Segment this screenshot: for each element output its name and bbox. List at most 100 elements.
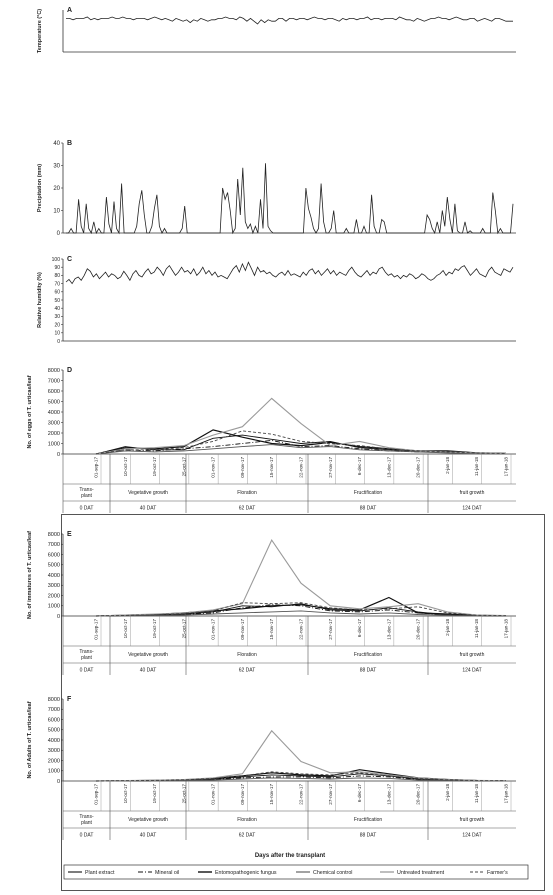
series-line-6 — [95, 602, 507, 617]
y-tick-label: 80 — [54, 273, 60, 279]
stage-label: Trans-plant — [79, 487, 94, 499]
date-tick-label: 11-jan-18 — [474, 457, 479, 477]
date-tick-label: 01-nov-17 — [211, 784, 216, 805]
date-tick-label: 17-jan-18 — [504, 457, 509, 477]
y-tick-label: 0 — [57, 339, 60, 345]
date-tick-label: 13-dec-17 — [386, 619, 391, 640]
panel-d: 0 1000 2000 3000 4000 5000 6000 7000 8000 D No. of… — [27, 367, 516, 513]
y-tick-label: 40 — [54, 306, 60, 312]
date-tick-label: 17-jan-18 — [504, 784, 509, 804]
date-tick-label: 01-nov-17 — [211, 457, 216, 478]
date-tick-label: 15-nov-17 — [269, 784, 274, 805]
panel-c: 0 10 20 30 40 50 60 70 80 90 100 C Relative humidity… — [37, 256, 516, 345]
legend-label: Mineral oil — [155, 870, 179, 876]
y-axis-label: Precipitation (mm) — [37, 164, 43, 212]
y-tick-label: 0 — [57, 779, 60, 785]
y-tick-label: 10 — [53, 208, 60, 214]
date-tick-label: 22-nov-17 — [299, 784, 304, 805]
y-tick-label: 30 — [54, 314, 60, 320]
y-tick-label: 1000 — [48, 769, 60, 775]
legend-box — [63, 864, 529, 880]
legend-label: Chemical control — [313, 870, 352, 876]
date-tick-label: 19-oct-17 — [152, 784, 157, 804]
y-tick-label: 6000 — [48, 552, 60, 558]
panel-e: 0 1000 2000 3000 4000 5000 6000 7000 8000 E No. of… — [27, 531, 516, 675]
date-tick-label: 2-jan-18 — [445, 784, 450, 801]
date-tick-label: 25-oct-17 — [181, 619, 186, 639]
date-tick-label: 10-oct-17 — [123, 619, 128, 639]
stage-label: Vegetative growth — [128, 652, 168, 658]
dat-label: 62 DAT — [239, 668, 256, 674]
dat-label: 62 DAT — [239, 833, 256, 839]
dat-label: 88 DAT — [360, 668, 377, 674]
legend-label: Plant extract — [85, 870, 115, 876]
date-tick-label: 11-jan-18 — [474, 784, 479, 804]
date-tick-label: 10-oct-17 — [123, 784, 128, 804]
y-tick-label: 2000 — [48, 758, 60, 764]
date-tick-label: 19-oct-17 — [152, 457, 157, 477]
stage-label: Floration — [237, 652, 257, 658]
y-tick-label: 4000 — [48, 573, 60, 579]
stage-label: fruit growth — [460, 490, 485, 496]
series-line — [66, 16, 513, 25]
series-line-4 — [95, 444, 507, 455]
y-axis-label: No. of Adults of T. urticae/leaf — [27, 701, 33, 778]
date-tick-label: 17-jan-18 — [504, 619, 509, 639]
y-tick-label: 7000 — [48, 542, 60, 548]
y-tick-label: 8000 — [48, 697, 60, 703]
series-line-6 — [95, 771, 507, 782]
stage-label: fruit growth — [460, 652, 485, 658]
stage-label: Trans-plant — [79, 649, 94, 661]
y-tick-label: 0 — [57, 231, 61, 237]
panel-label: E — [67, 531, 72, 538]
dat-label: 40 DAT — [140, 833, 157, 839]
date-tick-label: 27-nov-17 — [328, 619, 333, 640]
dat-label: 0 DAT — [80, 833, 94, 839]
legend-label: Farmer's — [487, 870, 508, 876]
stage-label: Floration — [237, 490, 257, 496]
series-line — [66, 163, 514, 235]
date-tick-label: 2-jan-18 — [445, 457, 450, 474]
date-tick-label: 01-nov-17 — [211, 619, 216, 640]
date-tick-label: 01-sep-17 — [94, 457, 99, 478]
date-tick-label: 13-dec-17 — [386, 457, 391, 478]
panel-label: F — [67, 696, 72, 703]
series-line-6 — [95, 430, 507, 455]
y-tick-label: 2000 — [48, 593, 60, 599]
date-tick-label: 25-oct-17 — [181, 784, 186, 804]
y-tick-label: 60 — [54, 290, 60, 296]
dat-label: 124 DAT — [462, 506, 481, 512]
date-tick-label: 09-nov-17 — [240, 457, 245, 478]
y-axis-label: Relative humidity (%) — [37, 272, 43, 328]
legend-label: Entomopathogenic fungus — [215, 870, 277, 876]
lower-panels-frame — [61, 514, 545, 891]
date-tick-label: 15-nov-17 — [269, 457, 274, 478]
dat-label: 124 DAT — [462, 833, 481, 839]
y-tick-label: 8000 — [48, 368, 60, 374]
dat-label: 0 DAT — [80, 506, 94, 512]
panel-f: 0 1000 2000 3000 4000 5000 6000 7000 8000 F No. of… — [27, 696, 516, 840]
legend: Plant extract Mineral oil Entomopathogenic… — [63, 864, 529, 880]
date-tick-label: 25-oct-17 — [181, 457, 186, 477]
date-tick-label: 27-nov-17 — [328, 457, 333, 478]
stage-label: fruit growth — [460, 817, 485, 823]
stage-label: Floration — [237, 817, 257, 823]
y-tick-label: 1000 — [48, 441, 60, 447]
y-tick-label: 20 — [54, 322, 60, 328]
y-tick-label: 3000 — [48, 420, 60, 426]
stage-table-e: 01-sep-17 10-oct-17 19-oct-17 25-oct-17 01-n… — [62, 616, 516, 675]
stage-label: Vegetative growth — [128, 490, 168, 496]
date-tick-label: 13-dec-17 — [386, 784, 391, 805]
y-tick-label: 20 — [53, 186, 60, 192]
date-tick-label: 09-nov-17 — [240, 784, 245, 805]
series-line-4 — [95, 610, 507, 617]
y-tick-label: 100 — [52, 257, 61, 263]
y-tick-label: 6000 — [48, 389, 60, 395]
date-tick-label: 11-jan-18 — [474, 619, 479, 639]
y-tick-label: 0 — [57, 614, 60, 620]
panel-label: C — [67, 256, 72, 263]
y-tick-label: 3000 — [48, 748, 60, 754]
dat-label: 0 DAT — [80, 668, 94, 674]
y-tick-label: 4000 — [48, 410, 60, 416]
